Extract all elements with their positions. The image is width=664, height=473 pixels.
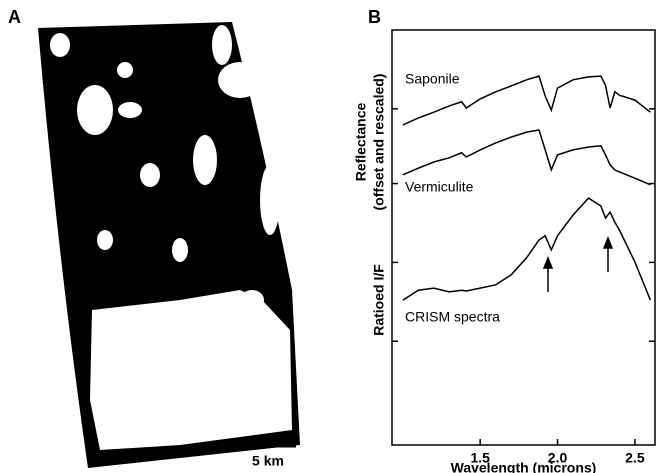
arrows bbox=[542, 235, 614, 292]
x-tick-label: 2.5 bbox=[625, 450, 645, 466]
y-axis-label: (offset and rescaled) bbox=[371, 74, 387, 211]
x-tick-label: 1.5 bbox=[470, 450, 490, 466]
spectrum-line bbox=[402, 197, 652, 301]
series-label: Saponile bbox=[405, 71, 460, 87]
x-axis-label: Wavelength (microns) bbox=[451, 460, 597, 473]
scale-bar-label: 5 km bbox=[252, 453, 284, 469]
plot-frame bbox=[391, 29, 656, 446]
panel-label: B bbox=[368, 7, 381, 27]
x-tick-label: 2.0 bbox=[548, 450, 568, 466]
panel-label: A bbox=[8, 7, 21, 27]
spectrum-line bbox=[402, 75, 651, 126]
series-label: Vermiculite bbox=[405, 179, 474, 195]
panel-a: A 5 km bbox=[8, 7, 300, 469]
spectrum-line bbox=[402, 129, 651, 186]
y-axis-label: Ratioed I/F bbox=[371, 264, 387, 336]
bright-deposits bbox=[50, 25, 292, 450]
series-label: CRISM spectra bbox=[405, 309, 500, 325]
y-axis-label: Reflectance bbox=[353, 102, 369, 181]
